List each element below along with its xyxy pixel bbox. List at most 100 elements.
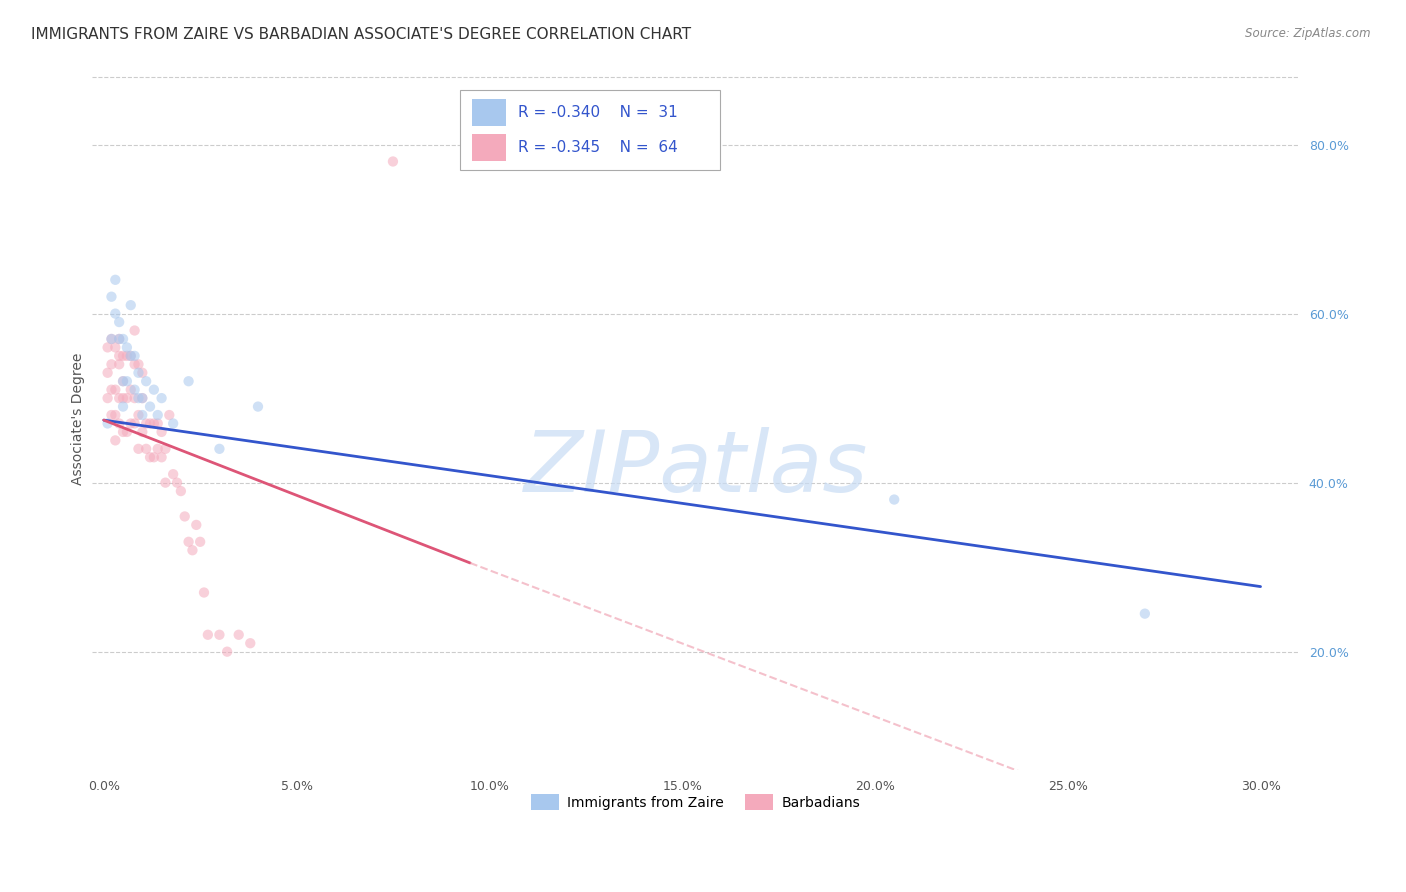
Point [100,332,122,346]
Text: Source: ZipAtlas.com: Source: ZipAtlas.com [1246,27,1371,40]
Point [104,383,127,397]
Point [124,391,146,405]
Point [883,492,905,507]
Point [112,374,135,388]
Text: R = -0.340    N =  31: R = -0.340 N = 31 [519,105,678,120]
Point [155,442,177,456]
Point [115,425,138,439]
Point [124,357,146,371]
Point [239,636,262,650]
Point [120,383,142,397]
Point [381,154,404,169]
Point [115,340,138,354]
Point [177,374,200,388]
Point [104,408,127,422]
Point [108,349,131,363]
Y-axis label: Associate's Degree: Associate's Degree [72,353,86,485]
Point [181,543,204,558]
Point [135,417,157,431]
Point [108,332,131,346]
Point [115,391,138,405]
Point [97,391,120,405]
Point [246,400,269,414]
Point [124,383,146,397]
Point [193,585,215,599]
Point [104,340,127,354]
Point [142,417,165,431]
Point [157,408,180,422]
Point [155,475,177,490]
Point [124,324,146,338]
Point [177,534,200,549]
Point [127,391,149,405]
Point [97,417,120,431]
Point [124,417,146,431]
Point [104,307,127,321]
Point [108,357,131,371]
Point [150,425,173,439]
Point [135,442,157,456]
Point [142,450,165,465]
Point [112,349,135,363]
Point [120,349,142,363]
Point [139,417,162,431]
Point [131,425,153,439]
Point [100,408,122,422]
Point [197,628,219,642]
Point [112,332,135,346]
Legend: Immigrants from Zaire, Barbadians: Immigrants from Zaire, Barbadians [526,789,866,815]
Point [112,374,135,388]
Point [120,349,142,363]
Text: R = -0.345    N =  64: R = -0.345 N = 64 [519,140,678,155]
Point [127,357,149,371]
Point [108,391,131,405]
Point [1133,607,1156,621]
FancyBboxPatch shape [472,135,506,161]
Text: ZIPatlas: ZIPatlas [523,427,868,510]
Point [146,442,169,456]
Point [188,534,211,549]
Point [131,391,153,405]
Point [186,517,208,532]
Point [112,391,135,405]
Point [146,417,169,431]
FancyBboxPatch shape [472,99,506,126]
Point [170,484,193,499]
Point [120,417,142,431]
Point [228,628,250,642]
Point [131,391,153,405]
Point [208,628,231,642]
Point [108,315,131,329]
Point [208,442,231,456]
Point [146,408,169,422]
Point [127,408,149,422]
Point [115,349,138,363]
Point [127,366,149,380]
Point [124,349,146,363]
Point [104,273,127,287]
Point [131,366,153,380]
Point [100,290,122,304]
Point [104,434,127,448]
Point [162,417,184,431]
Point [150,391,173,405]
Point [97,366,120,380]
Point [217,645,239,659]
Point [100,332,122,346]
Point [100,383,122,397]
Point [139,400,162,414]
Point [112,425,135,439]
Point [150,450,173,465]
Point [97,340,120,354]
Point [112,400,135,414]
Point [173,509,195,524]
FancyBboxPatch shape [460,89,720,170]
Point [120,298,142,312]
Point [131,408,153,422]
Text: IMMIGRANTS FROM ZAIRE VS BARBADIAN ASSOCIATE'S DEGREE CORRELATION CHART: IMMIGRANTS FROM ZAIRE VS BARBADIAN ASSOC… [31,27,692,42]
Point [139,450,162,465]
Point [108,332,131,346]
Point [108,417,131,431]
Point [142,383,165,397]
Point [166,475,188,490]
